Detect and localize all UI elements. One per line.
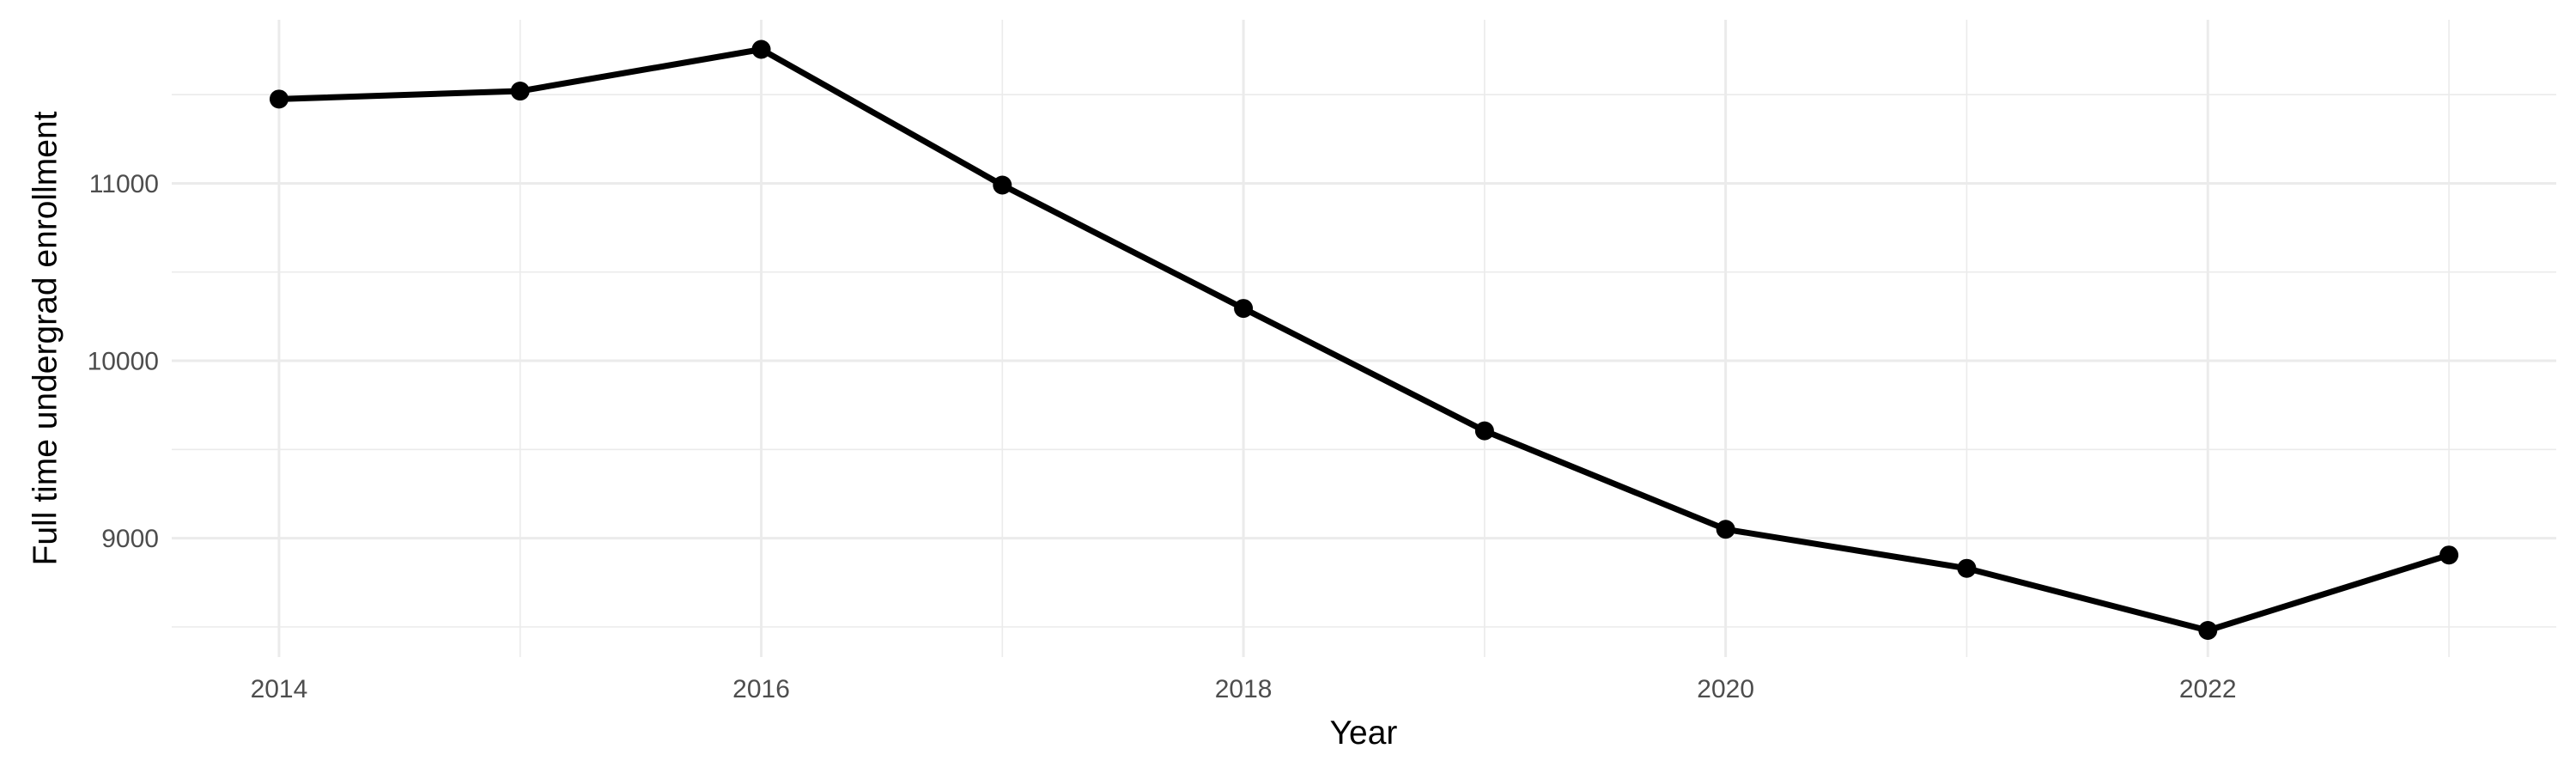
data-point bbox=[2439, 545, 2459, 565]
data-point bbox=[1474, 421, 1494, 441]
data-point bbox=[1957, 558, 1977, 578]
y-tick-label: 9000 bbox=[101, 525, 159, 553]
data-point bbox=[993, 175, 1012, 195]
data-point bbox=[2198, 621, 2218, 641]
data-point bbox=[751, 40, 771, 59]
y-tick-label: 11000 bbox=[89, 170, 159, 198]
data-series bbox=[269, 40, 2459, 641]
axis-tick-labels: 9000 10000 11000 2014 2016 2018 2020 2022 bbox=[88, 170, 2237, 703]
y-tick-label: 10000 bbox=[88, 348, 159, 376]
data-point bbox=[1234, 299, 1254, 319]
x-axis-title: Year bbox=[1330, 715, 1398, 752]
gridlines-major bbox=[172, 20, 2556, 657]
data-point bbox=[1716, 520, 1735, 539]
x-tick-label: 2016 bbox=[732, 675, 790, 703]
trend-line bbox=[278, 46, 2451, 634]
gridlines-minor bbox=[172, 20, 2556, 657]
x-tick-label: 2018 bbox=[1215, 675, 1273, 703]
data-point bbox=[510, 82, 530, 101]
y-axis-title: Full time undergrad enrollment bbox=[27, 111, 64, 565]
x-tick-label: 2020 bbox=[1697, 675, 1754, 703]
x-tick-label: 2022 bbox=[2179, 675, 2237, 703]
x-tick-label: 2014 bbox=[251, 675, 308, 703]
data-point bbox=[269, 89, 289, 109]
